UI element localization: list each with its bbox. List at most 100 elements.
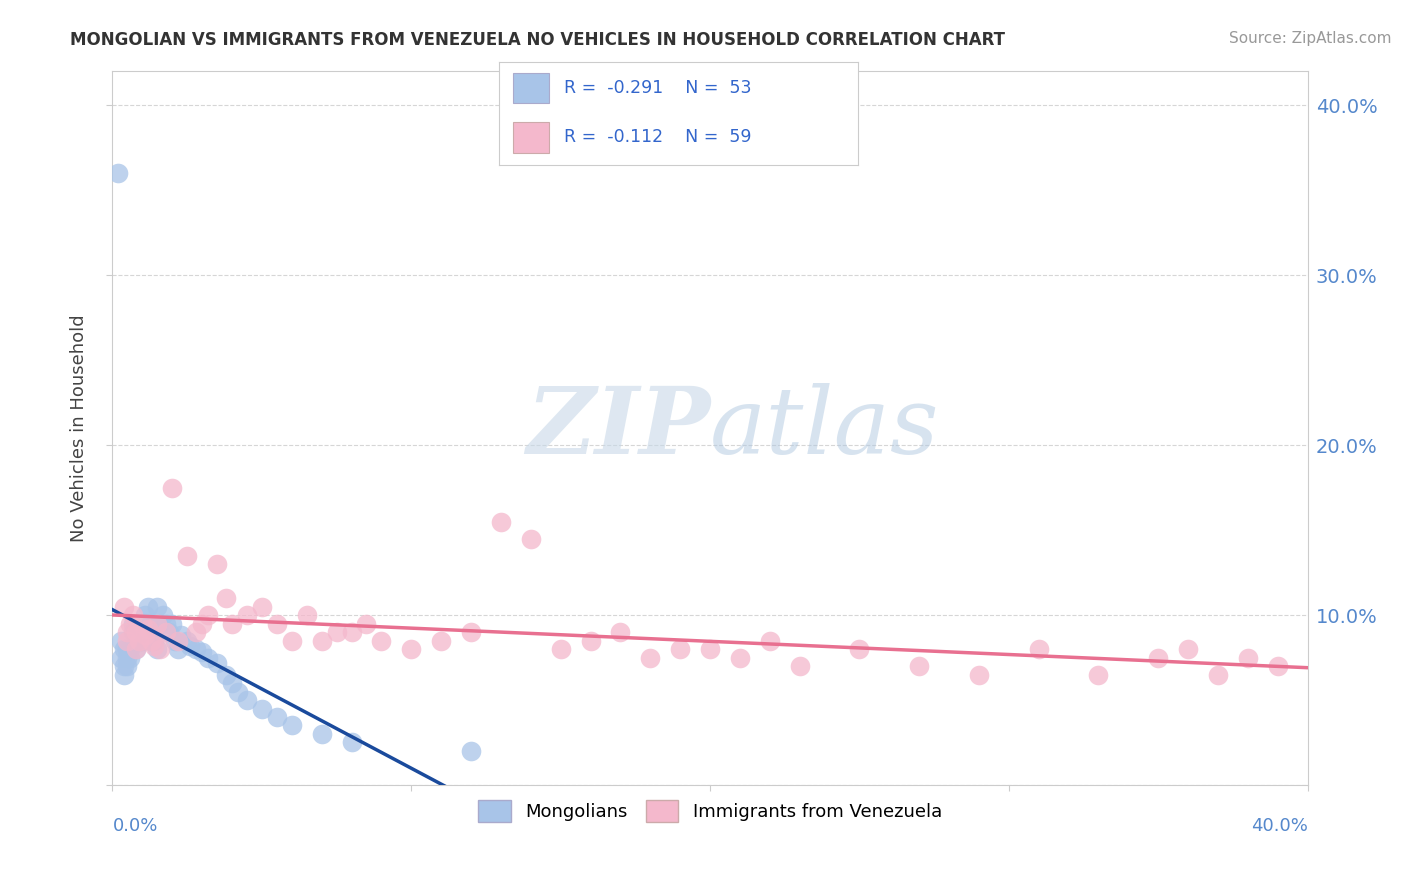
Point bbox=[1177, 642, 1199, 657]
Point bbox=[146, 599, 169, 614]
Point bbox=[114, 642, 135, 657]
Point bbox=[125, 642, 148, 657]
Point bbox=[176, 633, 198, 648]
Point bbox=[179, 639, 201, 653]
Point bbox=[117, 659, 139, 673]
Point bbox=[311, 727, 333, 741]
Point bbox=[197, 608, 219, 623]
Point bbox=[236, 693, 259, 707]
Point bbox=[908, 659, 931, 673]
Point bbox=[1237, 650, 1260, 665]
Bar bbox=[513, 73, 550, 103]
Text: Source: ZipAtlas.com: Source: ZipAtlas.com bbox=[1229, 31, 1392, 46]
Point bbox=[155, 625, 177, 640]
Point bbox=[401, 642, 423, 657]
Point bbox=[110, 633, 132, 648]
Point bbox=[356, 616, 378, 631]
Point bbox=[205, 656, 228, 670]
Point bbox=[205, 557, 228, 571]
Point bbox=[759, 633, 782, 648]
Text: R =  -0.112    N =  59: R = -0.112 N = 59 bbox=[564, 128, 751, 146]
Point bbox=[460, 744, 482, 758]
Y-axis label: No Vehicles in Household: No Vehicles in Household bbox=[70, 314, 89, 542]
Point bbox=[143, 625, 166, 640]
Text: ZIP: ZIP bbox=[526, 384, 710, 473]
Point bbox=[131, 616, 153, 631]
Point bbox=[489, 515, 512, 529]
Point bbox=[149, 616, 172, 631]
Point bbox=[215, 591, 238, 605]
Point bbox=[170, 628, 193, 642]
Point bbox=[143, 633, 166, 648]
Point bbox=[967, 667, 990, 681]
Point bbox=[311, 633, 333, 648]
Point bbox=[197, 650, 219, 665]
Point bbox=[141, 625, 163, 640]
Point bbox=[146, 642, 169, 657]
Point bbox=[114, 659, 135, 673]
Point bbox=[848, 642, 870, 657]
Bar bbox=[513, 122, 550, 153]
Point bbox=[266, 710, 288, 724]
Point bbox=[131, 625, 153, 640]
Point bbox=[728, 650, 751, 665]
Point bbox=[143, 639, 166, 653]
Point bbox=[221, 616, 243, 631]
Point bbox=[295, 608, 318, 623]
Point bbox=[236, 608, 259, 623]
Point bbox=[226, 684, 249, 698]
Point bbox=[215, 667, 238, 681]
Point bbox=[266, 616, 288, 631]
Point bbox=[162, 616, 183, 631]
Point bbox=[176, 549, 198, 563]
Point bbox=[340, 625, 363, 640]
Point bbox=[186, 625, 208, 640]
Point bbox=[138, 599, 160, 614]
Point bbox=[138, 622, 160, 636]
Text: 0.0%: 0.0% bbox=[112, 817, 157, 835]
Point bbox=[640, 650, 662, 665]
Point bbox=[138, 616, 160, 631]
Point bbox=[117, 633, 139, 648]
Point bbox=[128, 625, 150, 640]
Point bbox=[114, 599, 135, 614]
Point bbox=[250, 701, 273, 715]
Point bbox=[117, 650, 139, 665]
Point bbox=[120, 650, 142, 665]
Point bbox=[550, 642, 572, 657]
Point bbox=[191, 616, 214, 631]
Point bbox=[120, 616, 142, 631]
Text: atlas: atlas bbox=[710, 384, 939, 473]
Point bbox=[165, 633, 187, 648]
Point bbox=[120, 642, 142, 657]
Point bbox=[141, 633, 163, 648]
Point bbox=[1028, 642, 1050, 657]
Point bbox=[128, 633, 150, 648]
Point bbox=[141, 633, 163, 648]
Text: MONGOLIAN VS IMMIGRANTS FROM VENEZUELA NO VEHICLES IN HOUSEHOLD CORRELATION CHAR: MONGOLIAN VS IMMIGRANTS FROM VENEZUELA N… bbox=[70, 31, 1005, 49]
Point bbox=[125, 642, 148, 657]
Point bbox=[167, 642, 190, 657]
Point bbox=[430, 633, 453, 648]
Point bbox=[250, 599, 273, 614]
Point bbox=[155, 616, 177, 631]
Point bbox=[1267, 659, 1289, 673]
Point bbox=[281, 633, 304, 648]
Point bbox=[131, 633, 153, 648]
Point bbox=[122, 625, 145, 640]
Point bbox=[125, 625, 148, 640]
Point bbox=[125, 633, 148, 648]
Point bbox=[281, 718, 304, 732]
Point bbox=[110, 650, 132, 665]
Point bbox=[1206, 667, 1229, 681]
Point bbox=[134, 608, 156, 623]
Point bbox=[122, 616, 145, 631]
Point bbox=[149, 642, 172, 657]
Point bbox=[191, 645, 214, 659]
Point bbox=[122, 608, 145, 623]
Point bbox=[460, 625, 482, 640]
Point bbox=[128, 633, 150, 648]
Point bbox=[162, 481, 183, 495]
Point bbox=[340, 735, 363, 749]
Point bbox=[146, 616, 169, 631]
